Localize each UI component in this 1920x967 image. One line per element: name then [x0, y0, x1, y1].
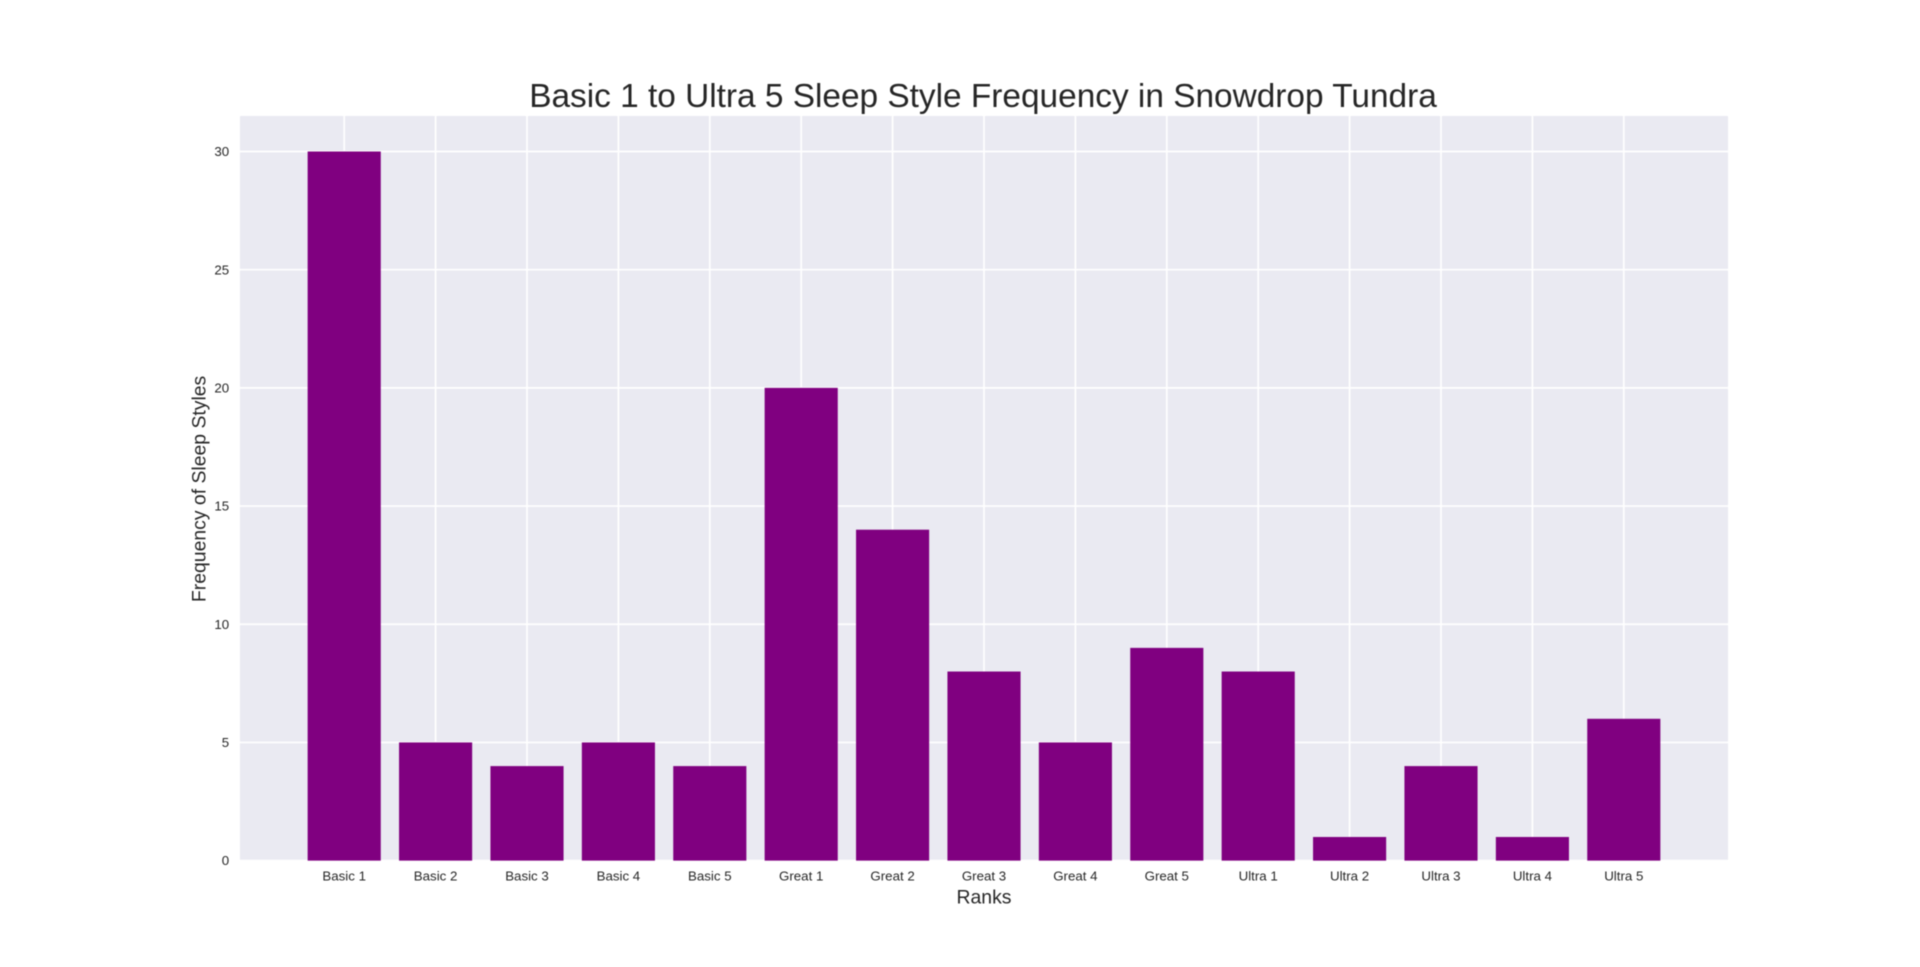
- svg-text:Basic 1 to Ultra 5 Sleep Style: Basic 1 to Ultra 5 Sleep Style Frequency…: [529, 78, 1437, 115]
- svg-text:Great 2: Great 2: [870, 868, 914, 883]
- svg-text:Basic 5: Basic 5: [688, 868, 732, 883]
- svg-text:5: 5: [222, 735, 229, 750]
- svg-text:0: 0: [222, 853, 229, 868]
- svg-text:Frequency of Sleep Styles: Frequency of Sleep Styles: [188, 376, 210, 602]
- svg-text:Great 1: Great 1: [779, 868, 823, 883]
- svg-text:Ranks: Ranks: [957, 887, 1012, 909]
- svg-text:Ultra 4: Ultra 4: [1513, 868, 1552, 883]
- svg-text:Basic 2: Basic 2: [414, 868, 458, 883]
- svg-text:Ultra 1: Ultra 1: [1239, 868, 1278, 883]
- svg-text:25: 25: [214, 262, 229, 277]
- svg-text:Great 3: Great 3: [962, 868, 1006, 883]
- svg-text:Ultra 2: Ultra 2: [1330, 868, 1369, 883]
- svg-text:Basic 3: Basic 3: [505, 868, 549, 883]
- svg-text:Basic 1: Basic 1: [322, 868, 366, 883]
- svg-text:Ultra 5: Ultra 5: [1604, 868, 1643, 883]
- svg-text:Basic 4: Basic 4: [597, 868, 641, 883]
- svg-text:Ultra 3: Ultra 3: [1421, 868, 1460, 883]
- svg-text:10: 10: [214, 617, 229, 632]
- svg-text:Great 5: Great 5: [1145, 868, 1189, 883]
- svg-text:Great 4: Great 4: [1053, 868, 1097, 883]
- svg-text:20: 20: [214, 380, 229, 395]
- svg-text:30: 30: [214, 144, 229, 159]
- svg-text:15: 15: [214, 499, 229, 514]
